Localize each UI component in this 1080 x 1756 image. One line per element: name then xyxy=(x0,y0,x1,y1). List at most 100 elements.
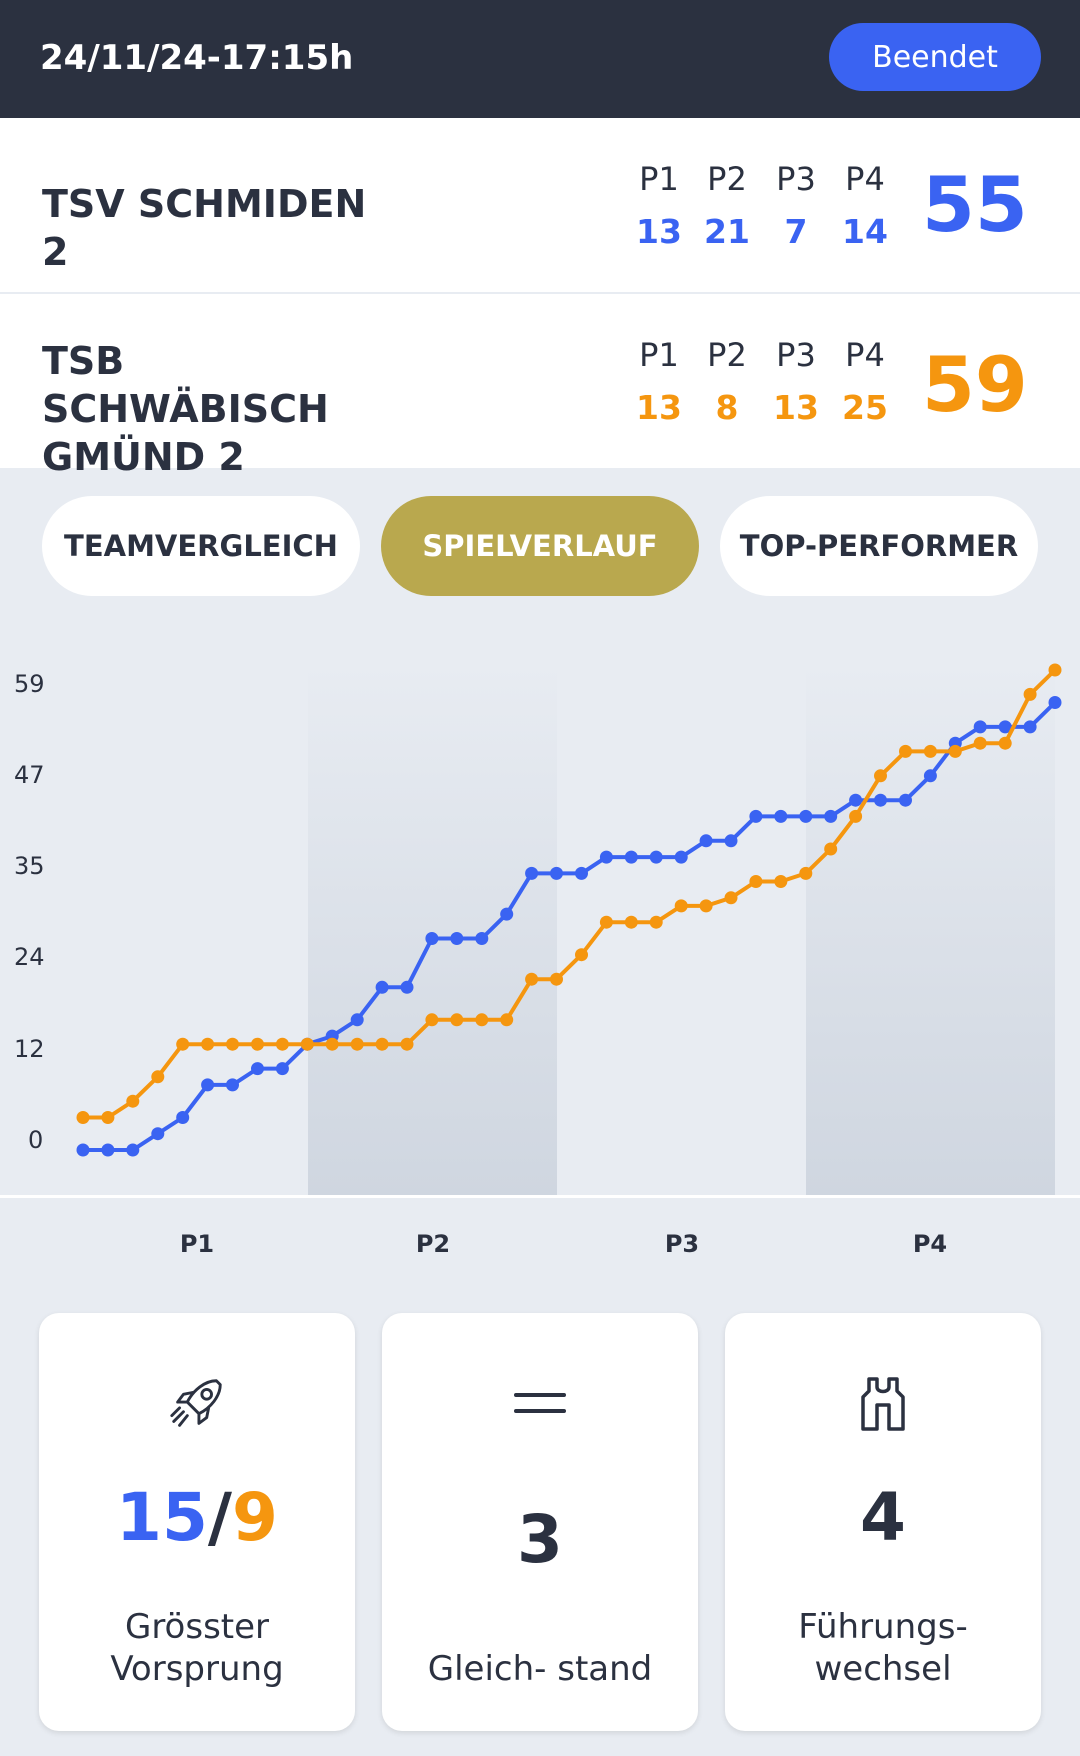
series-point xyxy=(923,769,937,783)
home-period-2: P2 21 xyxy=(697,160,757,251)
tab-team-compare[interactable]: TEAMVERGLEICH xyxy=(42,496,360,596)
game-flow-chart xyxy=(76,660,1062,1195)
x-period-label: P1 xyxy=(179,1230,215,1258)
y-tick-label: 59 xyxy=(14,670,45,698)
series-point xyxy=(500,1013,514,1027)
series-point xyxy=(101,1143,115,1157)
away-period-4: P4 25 xyxy=(835,336,895,427)
chart-baseline xyxy=(0,1195,1080,1198)
series-point xyxy=(450,932,464,945)
rocket-icon xyxy=(39,1369,355,1439)
series-point xyxy=(325,1037,339,1051)
series-point xyxy=(226,1078,239,1092)
home-period-score: 7 xyxy=(784,212,808,251)
y-tick-label: 12 xyxy=(14,1035,45,1063)
lead-changes-value: 4 xyxy=(860,1479,906,1556)
series-point xyxy=(176,1111,190,1124)
home-lead-value: 15 xyxy=(116,1479,208,1556)
series-point xyxy=(251,1037,264,1051)
equals-icon xyxy=(382,1369,698,1439)
period-band xyxy=(806,660,1055,1195)
ties-caption: Gleich- stand xyxy=(427,1649,653,1689)
series-point xyxy=(275,1037,289,1051)
period-label: P4 xyxy=(845,336,885,374)
series-point xyxy=(1023,687,1037,701)
away-period-score: 13 xyxy=(636,388,682,427)
series-point xyxy=(201,1037,215,1051)
x-period-label: P4 xyxy=(912,1230,948,1258)
series-point xyxy=(874,769,887,783)
stat-card-biggest-lead: 15/9 Grösster Vorsprung xyxy=(39,1313,355,1731)
series-point xyxy=(400,1037,414,1051)
period-label: P3 xyxy=(776,160,816,198)
tab-top-performer[interactable]: TOP-PERFORMER xyxy=(720,496,1038,596)
period-label: P1 xyxy=(639,336,679,374)
away-period-2: P2 8 xyxy=(697,336,757,427)
period-label: P2 xyxy=(707,336,747,374)
y-tick-label: 24 xyxy=(14,943,45,971)
series-point xyxy=(475,932,489,945)
home-period-3: P3 7 xyxy=(766,160,826,251)
series-point xyxy=(724,891,738,905)
series-point xyxy=(624,915,638,929)
home-team-row xyxy=(0,118,1080,292)
top-bar: 24/11/24-17:15h Beendet xyxy=(0,0,1080,118)
series-point xyxy=(749,875,763,888)
series-point xyxy=(550,972,563,986)
home-period-4: P4 14 xyxy=(835,160,895,251)
home-period-1: P1 13 xyxy=(629,160,689,251)
series-point xyxy=(599,915,613,929)
series-point xyxy=(176,1037,190,1051)
series-point xyxy=(525,866,539,880)
series-point xyxy=(799,809,813,823)
home-period-score: 13 xyxy=(636,212,682,251)
stat-card-ties: 3 Gleich- stand xyxy=(382,1313,698,1731)
away-period-3: P3 13 xyxy=(766,336,826,427)
series-point xyxy=(126,1094,140,1108)
away-lead-value: 9 xyxy=(232,1479,278,1556)
series-point xyxy=(500,907,514,921)
period-band xyxy=(308,660,557,1195)
x-period-label: P3 xyxy=(664,1230,700,1258)
series-point xyxy=(973,736,987,750)
tab-game-flow[interactable]: SPIELVERLAUF xyxy=(381,496,699,596)
series-point xyxy=(674,850,688,864)
y-tick-label: 47 xyxy=(14,761,45,789)
series-point xyxy=(998,736,1012,750)
away-team-row xyxy=(0,294,1080,468)
series-point xyxy=(1048,696,1062,709)
series-point xyxy=(1048,663,1062,677)
series-point xyxy=(699,899,713,913)
series-point xyxy=(699,834,713,848)
series-point xyxy=(948,744,962,758)
series-point xyxy=(849,793,863,807)
series-point xyxy=(425,932,439,945)
series-point xyxy=(475,1013,489,1027)
y-tick-label: 35 xyxy=(14,852,45,880)
series-point xyxy=(874,793,887,807)
series-point xyxy=(151,1127,165,1141)
series-line xyxy=(83,701,1057,1152)
series-point xyxy=(998,720,1012,734)
series-point xyxy=(76,1111,90,1124)
series-point xyxy=(774,875,788,888)
series-point xyxy=(400,980,414,994)
series-point xyxy=(674,899,688,913)
series-point xyxy=(425,1013,439,1027)
period-label: P3 xyxy=(776,336,816,374)
y-tick-label: 0 xyxy=(28,1126,44,1154)
series-point xyxy=(375,1037,389,1051)
series-point xyxy=(76,1143,90,1157)
series-point xyxy=(824,809,838,823)
home-period-score: 21 xyxy=(704,212,750,251)
series-point xyxy=(849,809,863,823)
period-label: P1 xyxy=(639,160,679,198)
series-point xyxy=(101,1111,115,1124)
series-point xyxy=(126,1143,140,1157)
series-point xyxy=(749,809,763,823)
series-point xyxy=(724,834,738,848)
status-button[interactable]: Beendet xyxy=(829,23,1041,91)
series-point xyxy=(824,842,838,856)
series-line xyxy=(83,668,1057,1120)
away-period-score: 13 xyxy=(773,388,819,427)
